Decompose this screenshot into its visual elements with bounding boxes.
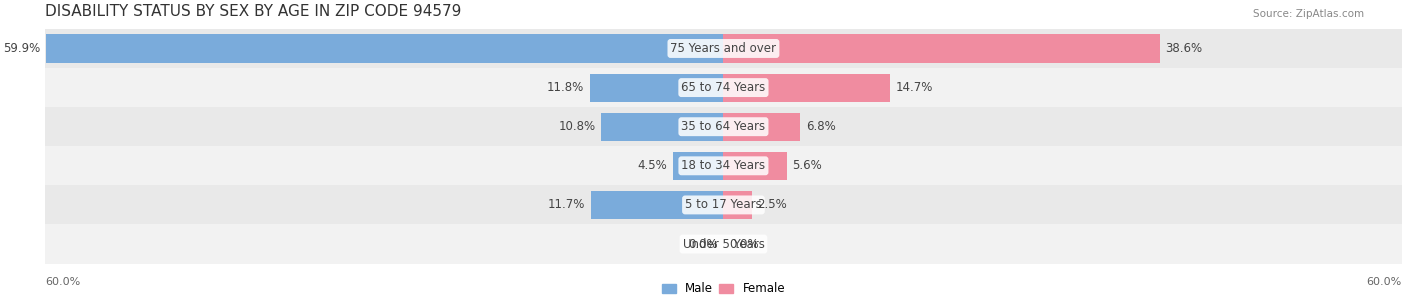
Text: 75 Years and over: 75 Years and over bbox=[671, 42, 776, 55]
Text: Source: ZipAtlas.com: Source: ZipAtlas.com bbox=[1253, 9, 1364, 19]
Text: 60.0%: 60.0% bbox=[45, 277, 80, 287]
Text: 4.5%: 4.5% bbox=[637, 159, 666, 172]
Bar bbox=[591, 74, 724, 102]
Bar bbox=[724, 74, 890, 102]
Bar bbox=[45, 146, 1402, 185]
Bar bbox=[672, 152, 724, 180]
Legend: Male, Female: Male, Female bbox=[657, 278, 790, 300]
Text: 14.7%: 14.7% bbox=[896, 81, 932, 94]
Text: 0.0%: 0.0% bbox=[688, 237, 718, 250]
Bar bbox=[45, 68, 1402, 107]
Bar bbox=[45, 224, 1402, 264]
Text: 5.6%: 5.6% bbox=[793, 159, 823, 172]
Text: 11.7%: 11.7% bbox=[548, 199, 585, 211]
Bar bbox=[45, 29, 1402, 68]
Text: 6.8%: 6.8% bbox=[806, 120, 835, 133]
Text: DISABILITY STATUS BY SEX BY AGE IN ZIP CODE 94579: DISABILITY STATUS BY SEX BY AGE IN ZIP C… bbox=[45, 4, 461, 19]
Text: 38.6%: 38.6% bbox=[1166, 42, 1202, 55]
Bar bbox=[724, 112, 800, 141]
Bar bbox=[724, 152, 787, 180]
Bar bbox=[45, 107, 1402, 146]
Text: 0.0%: 0.0% bbox=[730, 237, 759, 250]
Text: 60.0%: 60.0% bbox=[1367, 277, 1402, 287]
Text: 11.8%: 11.8% bbox=[547, 81, 585, 94]
Bar bbox=[45, 185, 1402, 224]
Text: 18 to 34 Years: 18 to 34 Years bbox=[682, 159, 765, 172]
Bar bbox=[724, 191, 752, 219]
Text: 2.5%: 2.5% bbox=[758, 199, 787, 211]
Bar bbox=[724, 34, 1160, 63]
Text: Under 5 Years: Under 5 Years bbox=[682, 237, 765, 250]
Text: 10.8%: 10.8% bbox=[558, 120, 596, 133]
Text: 59.9%: 59.9% bbox=[3, 42, 41, 55]
Bar bbox=[46, 34, 724, 63]
Bar bbox=[602, 112, 724, 141]
Text: 5 to 17 Years: 5 to 17 Years bbox=[685, 199, 762, 211]
Text: 35 to 64 Years: 35 to 64 Years bbox=[682, 120, 765, 133]
Text: 65 to 74 Years: 65 to 74 Years bbox=[682, 81, 765, 94]
Bar bbox=[591, 191, 724, 219]
